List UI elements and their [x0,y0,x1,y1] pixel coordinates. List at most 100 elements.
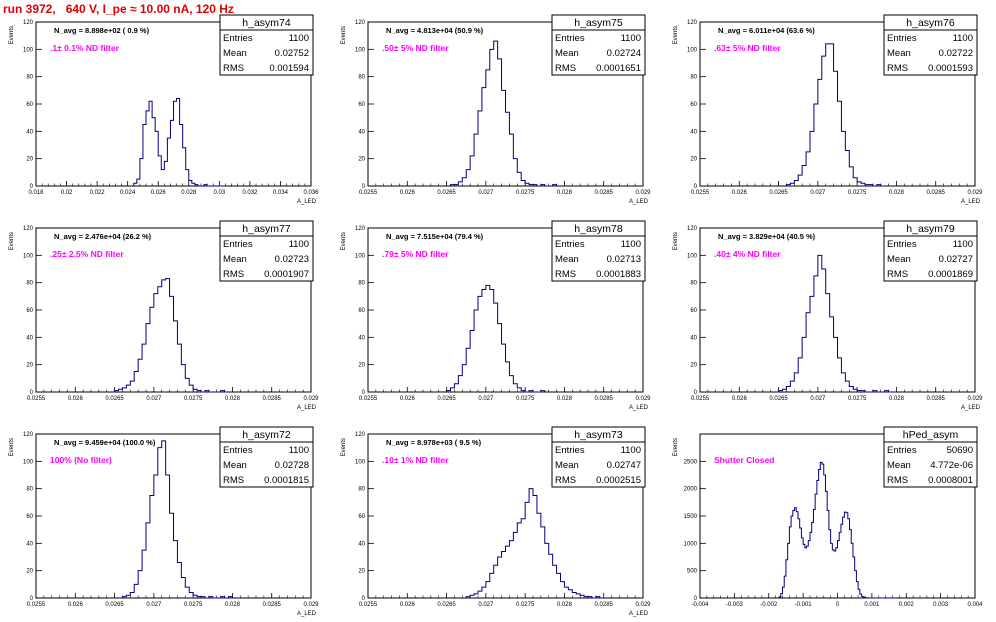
y-axis-title: Events [341,438,347,456]
x-tick-label: 0.018 [28,190,44,196]
x-tick-label: 0.027 [146,396,162,402]
histogram-panel-h_asym72: 0.0255 0.026 0.0265 0.027 0.0275 0.028 0.0285 0… [9,426,319,617]
histogram-series [778,254,897,393]
y-tick-label: 80 [358,487,365,493]
x-tick-label: 0.0275 [516,602,535,608]
x-tick-label: 0.0255 [27,602,46,608]
y-tick-label: 20 [690,157,697,163]
y-tick-label: 20 [26,157,33,163]
histogram-panel-h_asym78: 0.0255 0.026 0.0265 0.027 0.0275 0.028 0.0285 0… [341,220,651,411]
y-tick-label: 1500 [684,514,698,520]
stats-key: Entries [887,239,917,250]
x-tick-label: 0.0275 [848,396,867,402]
y-tick-label: 20 [358,363,365,369]
y-axis-title: Events [341,26,347,44]
stats-title: h_asym73 [574,429,623,441]
filter-label: 100% (No filter) [50,455,112,465]
x-tick-label: -0.004 [691,602,709,608]
stats-key: Mean [223,460,247,471]
stats-key: Mean [223,48,247,59]
y-tick-label: 20 [358,569,365,575]
y-axis-title: Events [673,232,679,250]
y-tick-label: 80 [690,281,697,287]
stats-value: 0.02713 [607,254,641,265]
histogram-series [114,278,229,393]
y-axis-title: Events [9,438,15,456]
y-tick-label: 80 [26,281,33,287]
stats-box [219,14,314,76]
y-tick-label: 80 [358,281,365,287]
filter-label: .10± 1% ND filter [382,455,449,465]
x-axis-title: A_LED [629,199,649,205]
y-tick-label: 120 [355,20,366,26]
stats-box [883,220,978,282]
stats-title: h_asym72 [242,429,291,441]
stats-value: 0.0008001 [928,475,973,486]
x-tick-label: 0.028 [557,396,573,402]
y-tick-label: 20 [26,363,33,369]
x-tick-label: 0.028 [889,190,905,196]
stats-key: Entries [887,33,917,44]
y-tick-label: 2000 [684,487,698,493]
histogram-series [465,488,604,599]
stats-key: RMS [223,63,244,74]
y-tick-label: 120 [23,226,34,232]
stats-title: h_asym74 [242,17,291,29]
stats-title: hPed_asym [903,429,959,441]
histogram-series [778,461,896,599]
x-tick-label: 0.0275 [184,396,203,402]
stats-value: 0.0001593 [928,63,973,74]
x-tick-label: 0.027 [478,190,494,196]
x-tick-label: 0.0285 [927,190,946,196]
x-tick-label: 0.0275 [848,190,867,196]
x-tick-label: 0.027 [810,396,826,402]
histogram-series [785,43,885,187]
x-tick-label: 0.001 [864,602,880,608]
stats-box [883,14,978,76]
stats-value: 0.02723 [275,254,309,265]
y-tick-label: 60 [358,308,365,314]
x-axis-title: A_LED [629,405,649,411]
x-tick-label: 0.027 [810,190,826,196]
stats-key: RMS [555,269,576,280]
y-tick-label: 0 [30,184,34,190]
y-tick-label: 60 [358,102,365,108]
stats-key: Entries [555,445,585,456]
stats-value: 0.0002515 [596,475,641,486]
histogram-panel-h_asym77: 0.0255 0.026 0.0265 0.027 0.0275 0.028 0.0285 0… [9,220,319,411]
histogram-panel-h_asym75: 0.0255 0.026 0.0265 0.027 0.0275 0.028 0.0285 0… [341,14,651,205]
y-tick-label: 60 [690,308,697,314]
stats-key: Mean [555,48,579,59]
x-axis-title: A_LED [629,611,649,617]
stats-title: h_asym76 [906,17,955,29]
x-tick-label: 0.0285 [263,396,282,402]
x-tick-label: 0.0255 [359,602,378,608]
y-tick-label: 100 [355,459,366,465]
stats-value: 1100 [621,33,641,44]
filter-label: .50± 5% ND filter [382,43,449,53]
stats-key: Entries [223,445,253,456]
x-tick-label: 0.024 [120,190,136,196]
stats-key: RMS [555,475,576,486]
x-tick-label: 0.004 [967,602,983,608]
x-tick-label: 0.0265 [437,190,456,196]
y-tick-label: 0 [694,596,698,602]
navg-label: N_avg = 3.829e+04 (40.5 %) [718,232,816,241]
y-tick-label: 100 [355,47,366,53]
stats-title: h_asym75 [574,17,623,29]
x-tick-label: 0.0275 [516,190,535,196]
x-tick-label: 0.028 [181,190,197,196]
navg-label: N_avg = 7.515e+04 (79.4 %) [386,232,484,241]
x-tick-label: 0.0265 [769,190,788,196]
x-tick-label: 0.026 [68,602,84,608]
x-tick-label: 0.029 [303,396,319,402]
run-title: run 3972, 640 V, I_pe ≈ 10.00 nA, 120 Hz [3,2,234,16]
y-tick-label: 100 [687,253,698,259]
y-tick-label: 60 [26,308,33,314]
stats-key: Entries [887,445,917,456]
y-tick-label: 120 [23,20,34,26]
y-tick-label: 100 [355,253,366,259]
stats-key: RMS [887,63,908,74]
stats-box [551,14,646,76]
